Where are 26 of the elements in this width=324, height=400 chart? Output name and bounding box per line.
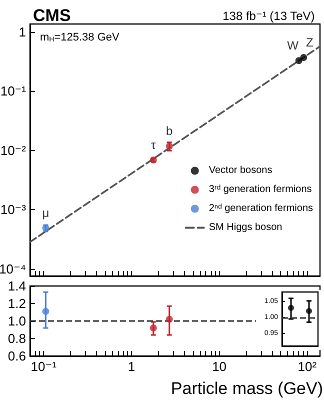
legend-label: 3ʳᵈ generation fermions <box>208 184 312 196</box>
chart-subtitle: 138 fb⁻¹ (13 TeV) <box>222 9 315 23</box>
legend-label: SM Higgs boson <box>208 222 282 234</box>
x-tick-label: 10 <box>212 359 227 374</box>
y-tick-label: 0.8 <box>8 331 26 346</box>
x-tick-label: 10² <box>298 359 318 374</box>
annotation: Z <box>306 36 314 50</box>
x-tick-label: 1 <box>128 359 136 374</box>
y-tick-label: 10⁻² <box>0 142 27 158</box>
x-axis-title: Particle mass (GeV) <box>170 379 323 398</box>
annotation: b <box>166 124 174 138</box>
chart-title: CMS <box>33 6 71 25</box>
y-tick-label: 1.2 <box>8 296 26 311</box>
y-tick-label: 10⁻³ <box>0 202 27 218</box>
y-tick-label: 1.0 <box>8 314 26 328</box>
y-tick-label: 1.4 <box>8 278 26 294</box>
y-tick-label: 0.6 <box>8 348 26 364</box>
annotation: W <box>287 38 300 53</box>
legend-label: Vector bosons <box>208 165 272 176</box>
x-tick-label: 10⁻¹ <box>30 359 58 374</box>
y-tick-label: 10⁻⁴ <box>0 261 26 276</box>
y-tick-label: 1 <box>18 24 26 40</box>
legend-label: 2ⁿᵈ generation fermions <box>208 203 314 214</box>
y-tick-label: 10⁻¹ <box>0 84 27 99</box>
annotation: μ <box>42 206 50 220</box>
annotation: τ <box>151 138 156 152</box>
